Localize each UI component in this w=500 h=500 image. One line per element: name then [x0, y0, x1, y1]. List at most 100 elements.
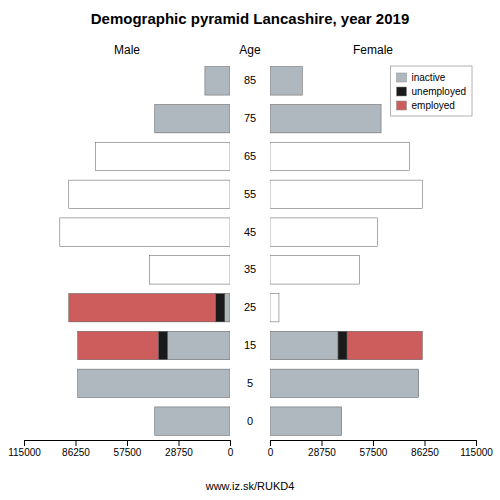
legend: inactive unemployed employed — [391, 66, 472, 116]
bar — [377, 218, 378, 246]
bar — [409, 142, 410, 170]
series — [347, 331, 422, 359]
tick-label: 65 — [244, 150, 256, 162]
tick-label: 28750 — [308, 447, 336, 458]
bar — [225, 294, 230, 322]
bar — [278, 294, 279, 322]
bar — [270, 369, 419, 397]
tick-label: 35 — [244, 263, 256, 275]
bars — [60, 67, 230, 436]
tick: 0 — [228, 440, 234, 458]
tick: 57500 — [114, 440, 142, 458]
tick-mark — [476, 440, 477, 446]
bar — [216, 294, 225, 322]
bar — [60, 218, 230, 246]
tick-mark — [425, 440, 426, 446]
series — [69, 294, 216, 360]
bar — [359, 256, 360, 284]
bar — [149, 256, 150, 284]
tick-mark — [270, 440, 271, 446]
bar — [418, 369, 419, 397]
bar — [270, 67, 302, 95]
series — [338, 331, 347, 359]
annotation: www.iz.sk/RUKD4 — [205, 480, 295, 492]
bar — [270, 142, 410, 170]
tick-label: 15 — [244, 339, 256, 351]
legend-item: unemployed — [397, 86, 466, 97]
bar — [78, 369, 230, 397]
panel: 0 28750 57500 86250 115000 — [8, 67, 234, 458]
bar — [59, 218, 60, 246]
tick-label: 0 — [268, 447, 274, 458]
tick-label: 115000 — [8, 447, 41, 458]
bar — [409, 142, 410, 170]
bar — [270, 331, 338, 359]
legend-item: employed — [397, 100, 455, 111]
tick: 25 — [244, 301, 256, 313]
chart: Demographic pyramid Lancashire, year 201… — [0, 0, 500, 500]
x-axis: 0 28750 57500 86250 115000 — [268, 440, 494, 458]
bar — [302, 67, 303, 95]
tick-label: 85 — [244, 74, 256, 86]
bar — [347, 331, 422, 359]
bar — [278, 294, 279, 322]
bar — [377, 218, 378, 246]
bar — [149, 256, 230, 284]
bar — [68, 180, 69, 208]
tick-mark — [24, 440, 25, 446]
bar — [270, 256, 360, 284]
bar — [381, 105, 382, 133]
tick: 0 — [247, 415, 253, 427]
bar — [205, 67, 230, 95]
bar — [270, 218, 377, 246]
tick-label: 57500 — [360, 447, 388, 458]
bar — [302, 67, 303, 95]
bar — [77, 369, 78, 397]
bar — [204, 67, 205, 95]
bar — [69, 294, 216, 322]
bar — [77, 369, 78, 397]
x-axis-line — [25, 441, 231, 447]
bar — [341, 407, 342, 435]
tick: 85 — [244, 74, 256, 86]
legend-label: employed — [412, 100, 455, 111]
tick-mark — [179, 440, 180, 446]
bar — [96, 142, 230, 170]
tick-label: 86250 — [411, 447, 439, 458]
tick: 15 — [244, 339, 256, 351]
tick: 86250 — [411, 440, 439, 458]
tick-label: 25 — [244, 301, 256, 313]
tick-mark — [127, 440, 128, 446]
bar — [154, 105, 155, 133]
y-axis: 051525354555657585 — [244, 74, 256, 426]
bar — [154, 105, 155, 133]
bar — [95, 142, 96, 170]
tick: 57500 — [360, 440, 388, 458]
legend-swatch — [397, 87, 407, 96]
tick: 115000 — [460, 440, 493, 458]
tick: 55 — [244, 188, 256, 200]
tick-mark — [230, 440, 231, 446]
tick: 5 — [247, 377, 253, 389]
bar — [167, 331, 230, 359]
series — [60, 67, 230, 436]
tick-label: 86250 — [62, 447, 90, 458]
bar — [69, 180, 230, 208]
bars — [270, 67, 422, 436]
bar — [154, 407, 155, 435]
bar — [359, 256, 360, 284]
x-axis-line — [271, 441, 477, 447]
tick: 115000 — [8, 440, 41, 458]
tick-label: 28750 — [165, 447, 193, 458]
tick-label: 0 — [228, 447, 234, 458]
legend-label: inactive — [412, 72, 446, 83]
title: Demographic pyramid Lancashire, year 201… — [91, 10, 409, 27]
tick-mark — [76, 440, 77, 446]
bar — [270, 180, 422, 208]
bar — [338, 331, 347, 359]
tick-label: 45 — [244, 226, 256, 238]
bar — [149, 256, 150, 284]
x-axis: 0 28750 57500 86250 115000 — [8, 440, 234, 458]
bar — [270, 105, 381, 133]
tick: 28750 — [308, 440, 336, 458]
